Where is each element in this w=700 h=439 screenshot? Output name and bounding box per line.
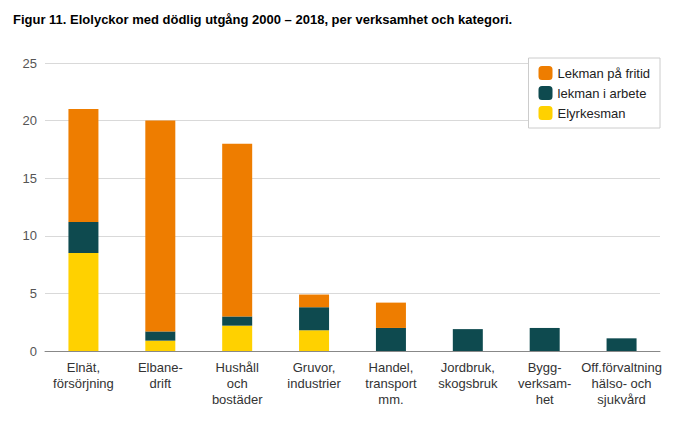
svg-text:bostäder: bostäder — [212, 392, 263, 407]
svg-text:Jordbruk,: Jordbruk, — [441, 360, 495, 375]
svg-text:Gruvor,: Gruvor, — [293, 360, 336, 375]
svg-text:20: 20 — [23, 113, 37, 128]
svg-text:och: och — [227, 376, 248, 391]
svg-text:Elnät,: Elnät, — [67, 360, 100, 375]
svg-text:Lekman på fritid: Lekman på fritid — [558, 66, 651, 81]
svg-text:lekman i arbete: lekman i arbete — [558, 86, 647, 101]
svg-text:5: 5 — [30, 286, 37, 301]
svg-text:försörjning: försörjning — [53, 376, 114, 391]
svg-text:Elbane-: Elbane- — [138, 360, 183, 375]
svg-text:10: 10 — [23, 228, 37, 243]
svg-text:verksam-: verksam- — [518, 376, 571, 391]
svg-text:Elyrkesman: Elyrkesman — [558, 106, 626, 121]
svg-text:15: 15 — [23, 171, 37, 186]
svg-text:Figur 11. Elolyckor med dödlig: Figur 11. Elolyckor med dödlig utgång 20… — [13, 12, 512, 27]
svg-text:industrier: industrier — [287, 376, 341, 391]
svg-text:transport: transport — [365, 376, 417, 391]
svg-text:Off.förvaltning: Off.förvaltning — [581, 360, 662, 375]
svg-text:sjukvård: sjukvård — [597, 392, 645, 407]
svg-text:Hushåll: Hushåll — [216, 360, 259, 375]
svg-text:het: het — [536, 392, 554, 407]
svg-text:Bygg-: Bygg- — [528, 360, 562, 375]
svg-text:0: 0 — [30, 344, 37, 359]
svg-text:drift: drift — [149, 376, 171, 391]
svg-text:Handel,: Handel, — [369, 360, 414, 375]
svg-text:skogsbruk: skogsbruk — [438, 376, 498, 391]
svg-text:25: 25 — [23, 56, 37, 71]
svg-text:hälso- och: hälso- och — [592, 376, 652, 391]
svg-text:mm.: mm. — [378, 392, 403, 407]
